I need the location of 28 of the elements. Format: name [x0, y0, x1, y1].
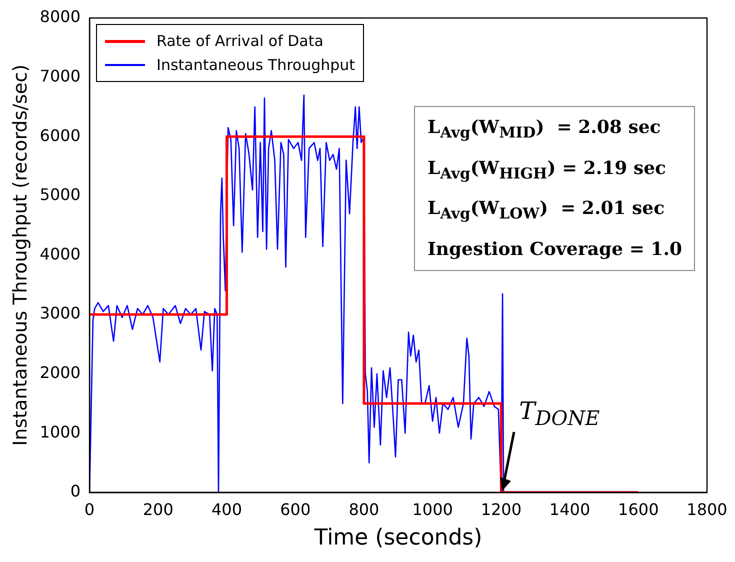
annotation: L$_{Avg}$(W$_{HIGH}$) = 2.19 sec	[427, 156, 668, 184]
y-tick-label: 7000	[40, 66, 81, 86]
x-tick-label: 0	[84, 500, 95, 520]
y-axis-title: Instantaneous Throughput (records/sec)	[9, 64, 32, 446]
y-tick-label: 1000	[40, 422, 81, 442]
x-tick-label: 1000	[412, 500, 453, 520]
y-tick-label: 3000	[40, 304, 81, 323]
x-tick-label: 1800	[686, 500, 728, 520]
annotation: L$_{Avg}$(W$_{LOW}$) = 2.01 sec	[427, 197, 666, 225]
y-tick-label: 8000	[40, 7, 81, 26]
y-tick-label: 6000	[40, 126, 81, 145]
legend-label: Instantaneous Throughput	[156, 55, 356, 76]
x-tick-label: 400	[211, 500, 242, 520]
annotation: T$_{DONE}$	[519, 397, 600, 430]
annotation: L$_{Avg}$(W$_{MID}$) = 2.08 sec	[427, 116, 662, 144]
x-tick-label: 600	[280, 500, 311, 520]
x-axis-title: Time (seconds)	[313, 526, 482, 551]
legend-label: Rate of Arrival of Data	[156, 31, 324, 52]
y-tick-label: 5000	[40, 185, 81, 204]
y-tick-label: 0	[70, 482, 81, 501]
x-tick-label: 1200	[480, 500, 522, 520]
y-tick-label: 2000	[40, 362, 81, 382]
x-tick-label: 1400	[549, 500, 590, 520]
annotation: Ingestion Coverage = 1.0	[427, 238, 682, 262]
x-tick-label: 200	[142, 500, 174, 520]
x-tick-label: 800	[348, 500, 380, 520]
x-tick-label: 1600	[618, 500, 659, 520]
y-tick-label: 4000	[40, 244, 81, 264]
